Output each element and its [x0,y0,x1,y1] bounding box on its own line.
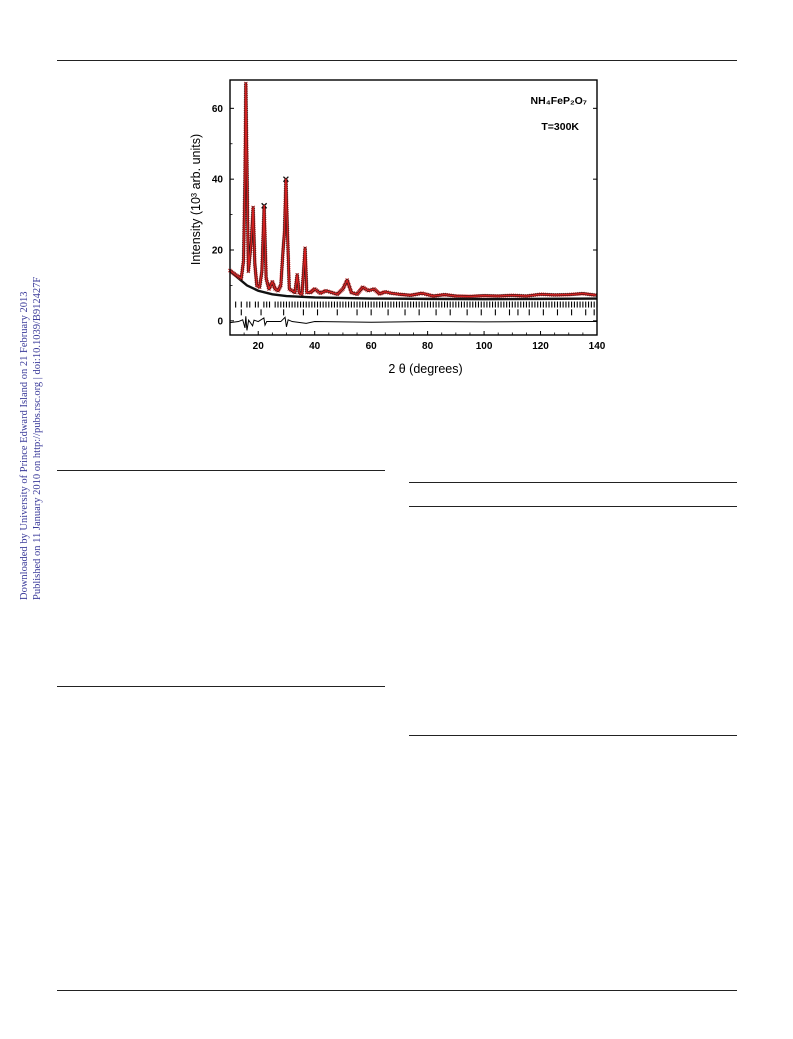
formula-annotation: NH₄FeP₂O₇ [531,95,587,107]
xrd-pattern-figure: 20 40 60 80 100 120 140 0 20 40 60 Intensity (10³ … [180,70,620,390]
y-tick-label: 60 [212,104,224,115]
download-notice-line-2: Published on 11 January 2010 on http://p… [32,276,43,600]
download-notice-line-1: Downloaded by University of Prince Edwar… [19,291,30,600]
difference-curve [229,316,597,331]
x-tick-label: 60 [366,341,378,352]
right-column-rule-1 [409,482,737,483]
x-tick-label: 100 [476,341,493,352]
x-tick-label: 40 [309,341,321,352]
header-rule [57,60,737,61]
x-tick-label: 20 [253,341,265,352]
temperature-annotation: T=300K [541,121,579,133]
y-tick-label: 0 [217,316,223,327]
left-column-rule-bottom [57,686,385,687]
y-tick-label: 40 [212,175,224,186]
right-column-rule-3 [409,735,737,736]
x-tick-label: 80 [422,341,434,352]
x-axis-title: 2 θ (degrees) [388,362,462,376]
background-curve [229,270,598,301]
x-tick-label: 140 [589,341,606,352]
download-notice-text: Downloaded by University of Prince Edwar… [18,277,44,600]
right-column-rule-2 [409,506,737,507]
xrd-chart: 20 40 60 80 100 120 140 0 20 40 60 Intensity (10³ … [189,79,606,376]
calculated-pattern-line [229,82,598,298]
footer-rule [57,990,737,991]
left-column-rule-top [57,470,385,471]
y-axis-title: Intensity (10³ arb. units) [189,134,203,265]
y-tick-label: 20 [212,246,224,257]
x-tick-label: 120 [532,341,549,352]
